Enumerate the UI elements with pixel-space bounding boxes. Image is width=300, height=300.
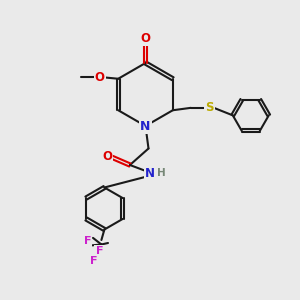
Text: S: S: [205, 101, 214, 114]
Text: H: H: [157, 168, 166, 178]
Text: F: F: [95, 246, 103, 256]
Text: O: O: [102, 149, 112, 163]
Text: O: O: [140, 32, 151, 45]
Text: N: N: [145, 167, 155, 180]
Text: O: O: [94, 71, 105, 84]
Text: F: F: [83, 236, 91, 246]
Text: F: F: [89, 256, 97, 266]
Text: N: N: [140, 119, 151, 133]
